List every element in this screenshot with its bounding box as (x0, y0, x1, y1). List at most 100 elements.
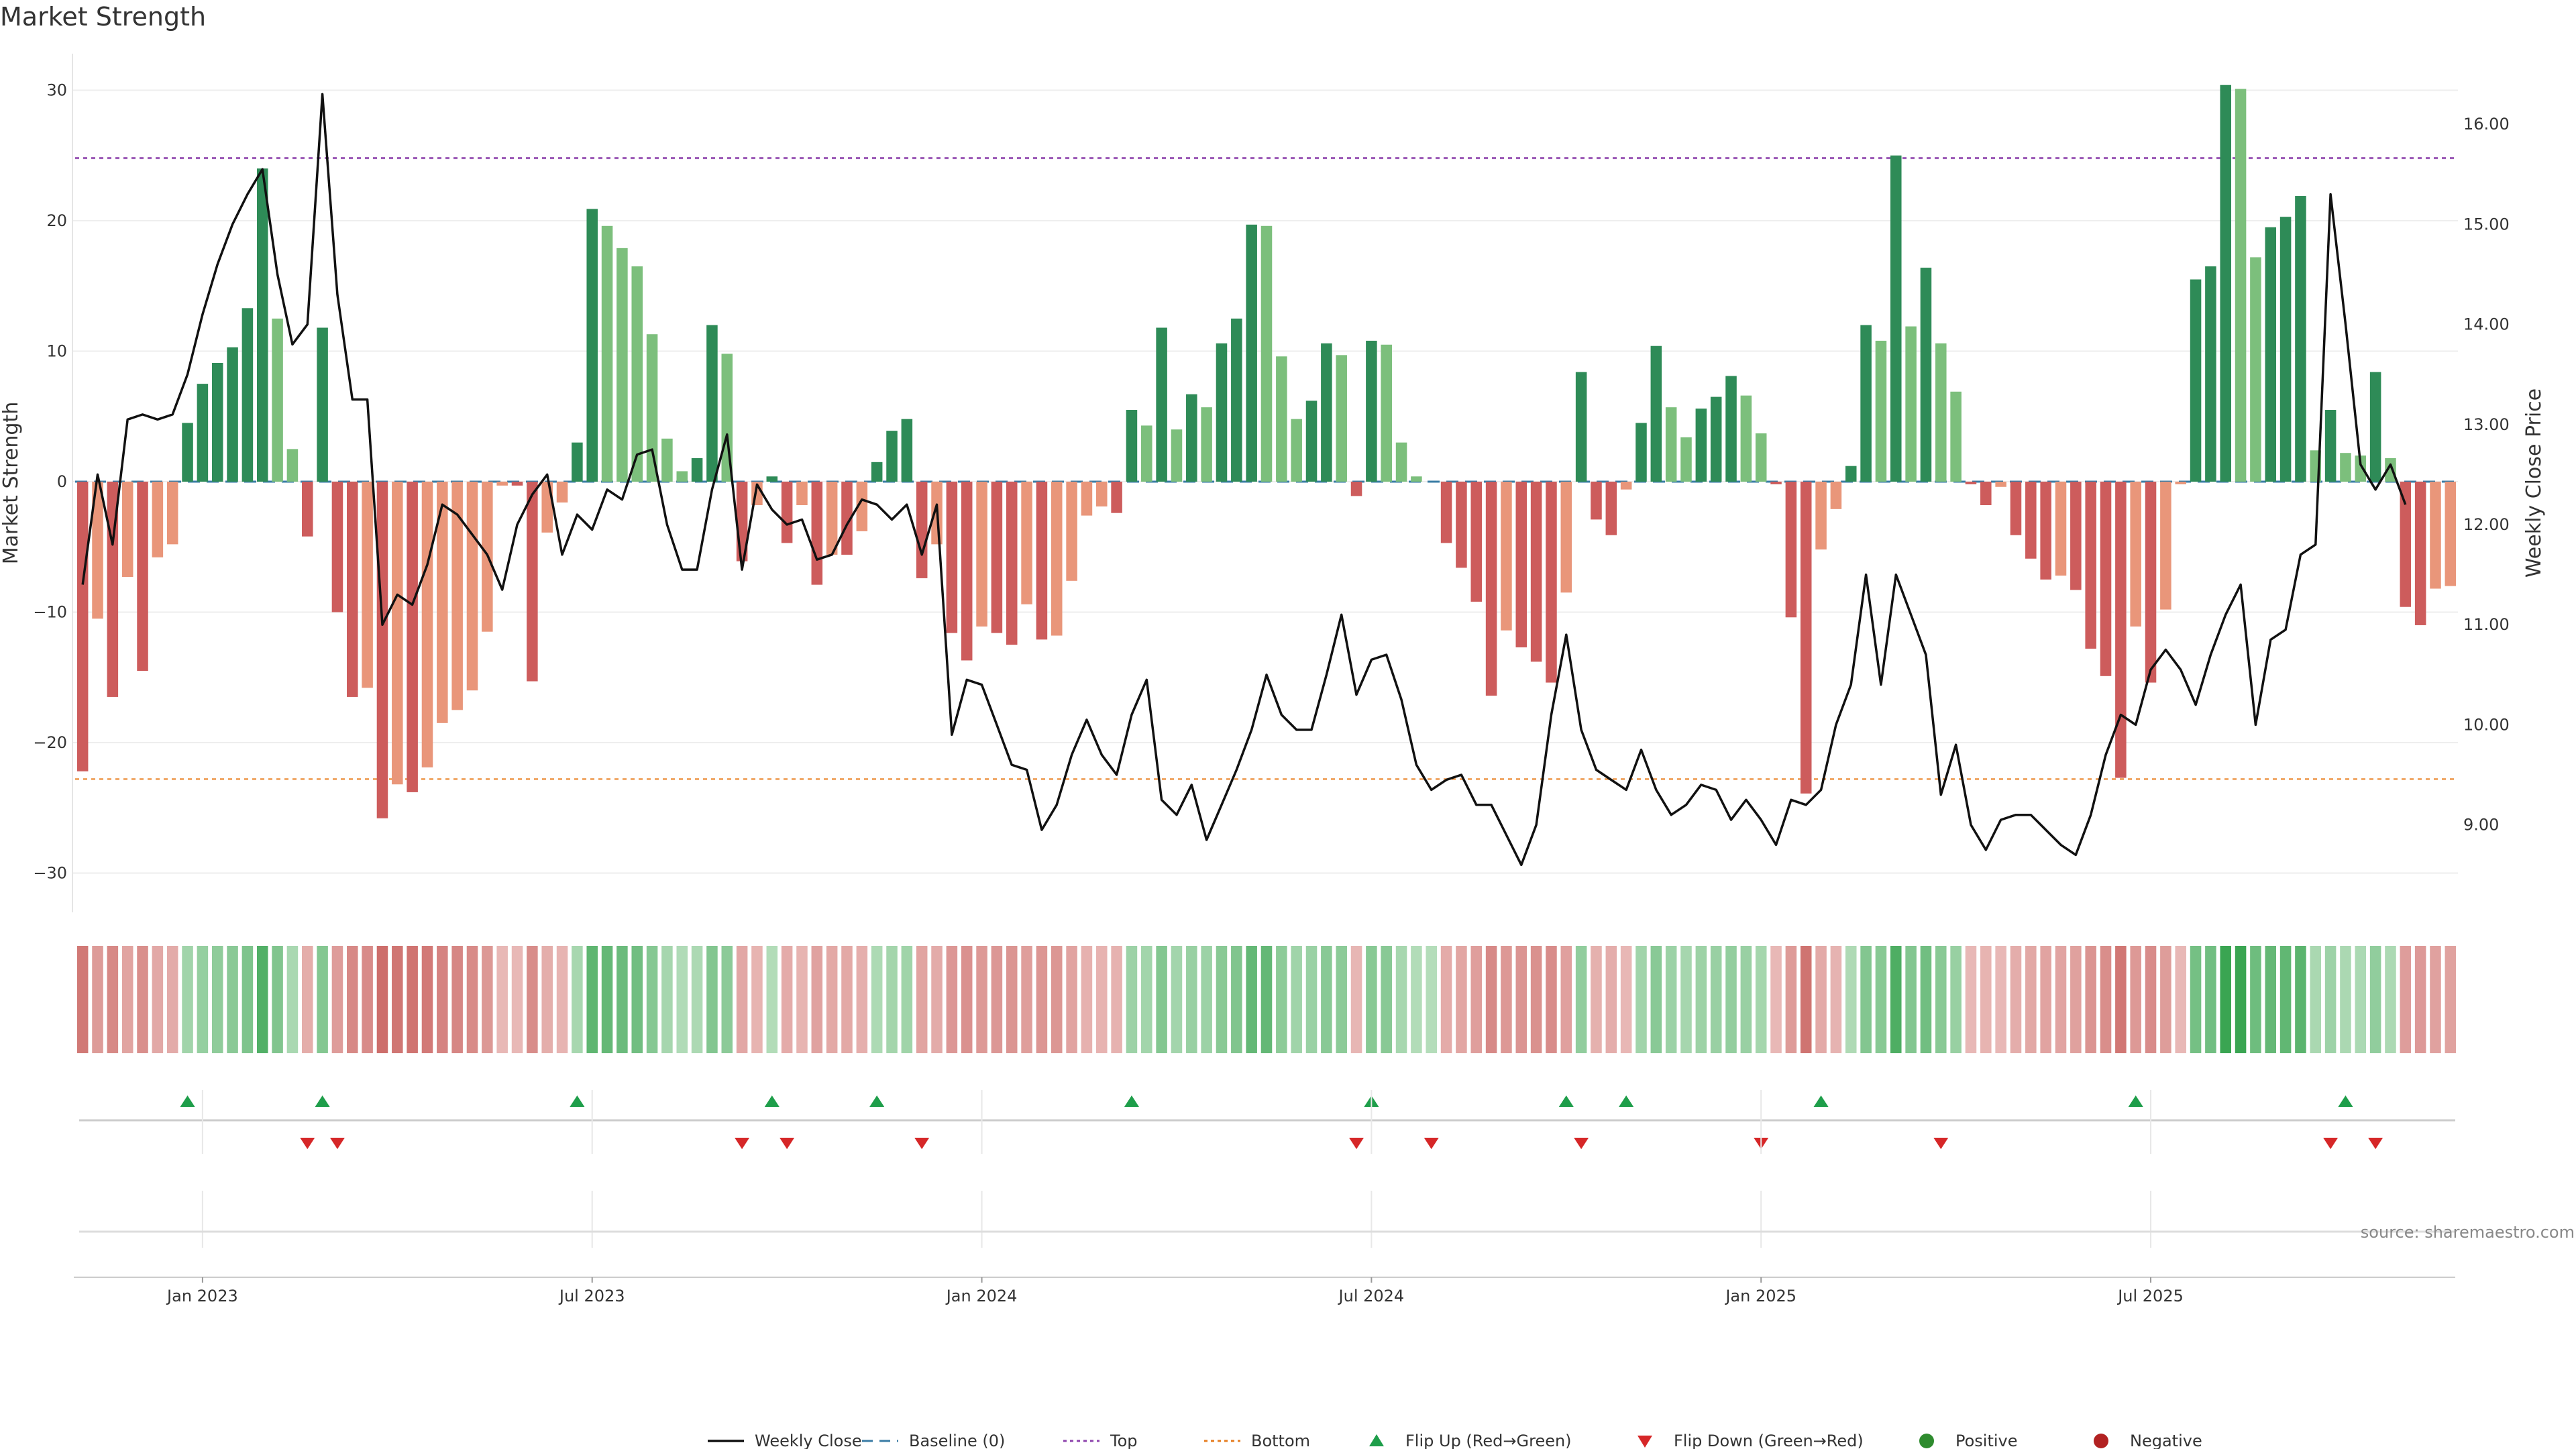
strength-bar (1920, 268, 1932, 482)
strength-bar (1680, 437, 1692, 482)
strength-bar (1725, 376, 1737, 482)
strength-bar (646, 334, 658, 482)
heat-cell (1665, 946, 1677, 1053)
flip-down-marker (2368, 1138, 2383, 1149)
strength-bar (1111, 482, 1122, 513)
heat-cell (886, 946, 898, 1053)
x-axis-ticks: Jan 2023 Jul 2023 Jan 2024 Jul 2024 Jan 2025… (166, 1277, 2184, 1305)
strength-bar (1890, 155, 1902, 482)
strength-bar (1021, 482, 1032, 604)
strength-bar (2279, 217, 2292, 482)
heat-cell (421, 946, 433, 1053)
strength-bar (437, 482, 448, 723)
heat-cell (92, 946, 103, 1053)
strength-bar (1770, 482, 1782, 484)
heat-cell (631, 946, 643, 1053)
strength-bar (1006, 482, 1018, 645)
strength-bar (1126, 410, 1138, 482)
strength-bar (1515, 482, 1527, 648)
heat-cell (1695, 946, 1707, 1053)
strength-bar (2340, 453, 2351, 482)
strength-bar (1186, 394, 1197, 482)
heat-cell (2265, 946, 2277, 1053)
heat-cell (1770, 946, 1782, 1053)
strength-bar (2160, 482, 2171, 610)
strength-bar (2145, 482, 2157, 683)
strength-bar (1395, 442, 1407, 482)
heat-cell (856, 946, 868, 1053)
x-tick-label: Jan 2024 (945, 1287, 1018, 1305)
flip-down-marker (914, 1138, 930, 1149)
heat-cell (272, 946, 283, 1053)
legend-swatch-triangle-up (1369, 1434, 1384, 1446)
strength-bar (121, 482, 133, 577)
strength-bar (392, 482, 403, 785)
flip-up-marker (764, 1095, 780, 1107)
heat-cell (1995, 946, 2006, 1053)
right-tick-label: 13.00 (2463, 415, 2510, 434)
strength-bar (1156, 327, 1167, 482)
right-axis-label: Weekly Close Price (2522, 388, 2546, 578)
heat-cell (1111, 946, 1122, 1053)
flip-down-marker (2323, 1138, 2339, 1149)
heat-cell (661, 946, 673, 1053)
heat-cell (961, 946, 973, 1053)
strength-bar (466, 482, 478, 691)
flip-up-marker (570, 1095, 585, 1107)
strength-bar (1456, 482, 1467, 568)
heat-cell (1605, 946, 1617, 1053)
heat-cell (1171, 946, 1183, 1053)
heat-cell (137, 946, 148, 1053)
strength-bar (1845, 466, 1857, 482)
heat-cell (1456, 946, 1467, 1053)
left-tick-label: 30 (46, 81, 67, 100)
left-tick-label: 10 (46, 342, 67, 361)
flip-down-marker (300, 1138, 315, 1149)
strength-bar (2250, 257, 2261, 482)
strength-bar (616, 248, 628, 482)
heat-cell (811, 946, 823, 1053)
strength-bars (76, 85, 2457, 818)
strength-bar (766, 476, 778, 482)
strength-bar (826, 482, 838, 555)
heat-cell (1006, 946, 1018, 1053)
heat-cell (541, 946, 553, 1053)
strength-bar (991, 482, 1003, 633)
x-tick-label: Jul 2024 (1338, 1287, 1405, 1305)
strength-bar (317, 327, 328, 482)
strength-bar (1141, 425, 1152, 482)
heat-cell (1650, 946, 1662, 1053)
strength-bar (496, 482, 508, 486)
legend-label: Bottom (1251, 1432, 1310, 1449)
heat-cell (2175, 946, 2186, 1053)
heat-cell (407, 946, 418, 1053)
strength-bar (1066, 482, 1077, 581)
strength-bar (256, 168, 268, 482)
strength-bar (227, 347, 238, 482)
strength-bar (1291, 419, 1302, 482)
strength-bar (2355, 455, 2367, 482)
heat-cell (482, 946, 493, 1053)
heat-cell (2145, 946, 2157, 1053)
legend-swatch-triangle-down (1638, 1436, 1652, 1448)
heat-cell (2010, 946, 2022, 1053)
heat-cell (2250, 946, 2261, 1053)
strength-bar (1815, 482, 1827, 550)
flip-down-marker (1424, 1138, 1439, 1149)
heat-cell (347, 946, 358, 1053)
strength-bar (1095, 482, 1108, 506)
heat-cell (1095, 946, 1108, 1053)
legend-item: Bottom (1204, 1432, 1310, 1449)
strength-bar (1605, 482, 1617, 535)
heat-cell (1965, 946, 1977, 1053)
heat-cell (152, 946, 164, 1053)
x-tick-label: Jul 2025 (2116, 1287, 2184, 1305)
strength-bar (511, 482, 523, 486)
strength-bar (1875, 340, 1887, 482)
heat-cell (616, 946, 628, 1053)
strength-bar (946, 482, 958, 633)
strength-bar (407, 482, 418, 792)
strength-bar (572, 442, 583, 482)
legend-item: Positive (1919, 1432, 2018, 1449)
heat-cell (1440, 946, 1452, 1053)
